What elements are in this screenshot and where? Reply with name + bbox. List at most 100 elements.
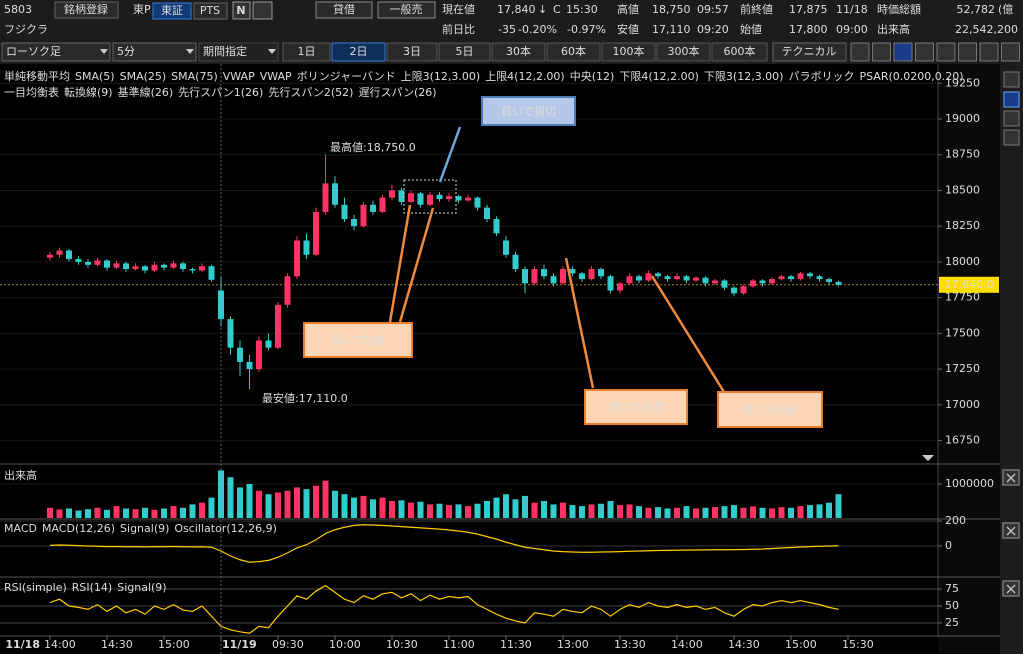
button[interactable] <box>331 42 386 62</box>
volume-bar <box>294 487 300 518</box>
label: 17,840.0 <box>945 278 994 291</box>
legend-item: 上限4(12,2.00) <box>485 70 565 83</box>
volume-bar <box>588 504 595 518</box>
label: 52,782 <box>957 3 996 16</box>
candle-body <box>284 276 291 305</box>
label: フジクラ <box>4 23 48 36</box>
range-button-label: 1日 <box>298 45 316 58</box>
low-annotation: 最安値:17,110.0 <box>262 391 348 405</box>
volume-bar <box>379 497 386 518</box>
highlight-box <box>403 179 457 214</box>
label: 10:00 <box>329 638 361 651</box>
legend-item: SMA(5) <box>75 70 115 83</box>
callout-text: 買いで利確 <box>743 403 798 417</box>
button[interactable] <box>315 1 373 19</box>
volume-bar <box>712 507 718 518</box>
button[interactable] <box>915 42 934 62</box>
button[interactable] <box>546 42 601 62</box>
button[interactable] <box>54 1 119 19</box>
icon[interactable] <box>1003 71 1020 88</box>
label: 17,875 <box>789 3 828 16</box>
legend-item: 下限4(12,2.00) <box>619 70 699 83</box>
button[interactable] <box>711 42 768 62</box>
button[interactable] <box>1001 42 1020 62</box>
button[interactable] <box>152 2 192 20</box>
candle-body <box>588 269 595 280</box>
button[interactable] <box>198 42 279 62</box>
candle-body <box>66 250 72 260</box>
range-button-label: 2日 <box>350 45 368 58</box>
volume-bar <box>522 495 528 518</box>
label: 安値 <box>617 22 639 36</box>
range-button-label: 5日 <box>456 45 474 58</box>
button[interactable] <box>377 1 436 19</box>
candle-body <box>579 273 585 280</box>
scroll-arrow[interactable] <box>922 455 934 461</box>
label: 高値 <box>617 2 639 16</box>
legend-item: 転換線(9) <box>64 85 113 99</box>
candle-body <box>417 193 424 205</box>
callout-text: 買いで利確 <box>331 333 386 347</box>
candle-body <box>721 280 728 288</box>
button[interactable] <box>386 42 438 62</box>
volume-bar <box>275 492 281 518</box>
axis-tick-label: 25 <box>945 616 959 629</box>
callout-box <box>584 389 688 425</box>
axis-tick-label: 0 <box>945 539 952 552</box>
volume-bar <box>246 484 253 518</box>
candle-body <box>113 263 120 268</box>
label: 17,800 <box>789 23 828 36</box>
candle-body <box>303 240 310 255</box>
button[interactable] <box>872 42 891 62</box>
volume-bar <box>161 508 167 518</box>
button[interactable] <box>232 1 251 20</box>
icon[interactable] <box>1003 110 1020 127</box>
candle-body <box>218 290 224 320</box>
button[interactable] <box>936 42 956 62</box>
axis-tick-label: 17750 <box>945 291 980 304</box>
volume-bar <box>550 504 557 518</box>
volume-bar <box>446 505 452 518</box>
button[interactable] <box>772 42 847 62</box>
axis-tick-label: 18000 <box>945 255 980 268</box>
legend-item: パラボリック <box>788 70 854 83</box>
button[interactable] <box>112 42 197 62</box>
legend-item: 先行スパン1(26) <box>178 86 263 99</box>
button[interactable] <box>1 42 111 62</box>
candle-body <box>712 280 718 284</box>
button[interactable] <box>252 1 273 20</box>
volume-bar <box>636 506 642 518</box>
range-button-label: 300本 <box>668 44 700 58</box>
button[interactable] <box>438 42 491 62</box>
button[interactable] <box>893 42 913 62</box>
candle-body <box>560 269 566 284</box>
button[interactable] <box>601 42 656 62</box>
legend-item: Signal(9) <box>120 522 169 535</box>
legend-item: Signal(9) <box>117 581 166 594</box>
button[interactable] <box>979 42 999 62</box>
button[interactable] <box>193 2 228 20</box>
legend-item: RSI(14) <box>72 581 112 594</box>
icon[interactable] <box>1003 129 1020 146</box>
candle-body <box>683 276 690 281</box>
legend-item: VWAP <box>260 70 292 83</box>
button[interactable] <box>850 42 870 62</box>
volume-bar <box>427 504 433 518</box>
candle-body <box>474 197 481 208</box>
label: 5803 <box>4 3 32 16</box>
button[interactable] <box>656 42 711 62</box>
label: 東P <box>133 3 151 16</box>
button[interactable] <box>958 42 977 62</box>
volume-bar <box>731 505 737 518</box>
icon[interactable] <box>1003 91 1020 108</box>
close-x <box>1006 584 1016 594</box>
volume-bar <box>674 507 680 518</box>
candle-body <box>702 277 709 284</box>
candle-body <box>389 190 395 198</box>
close-buttons <box>1002 469 1020 597</box>
label: 時価総額 <box>877 2 921 16</box>
button[interactable] <box>491 42 546 62</box>
candle-body <box>151 264 158 271</box>
axis-tick-label: 16750 <box>945 434 980 447</box>
button[interactable] <box>282 42 331 62</box>
